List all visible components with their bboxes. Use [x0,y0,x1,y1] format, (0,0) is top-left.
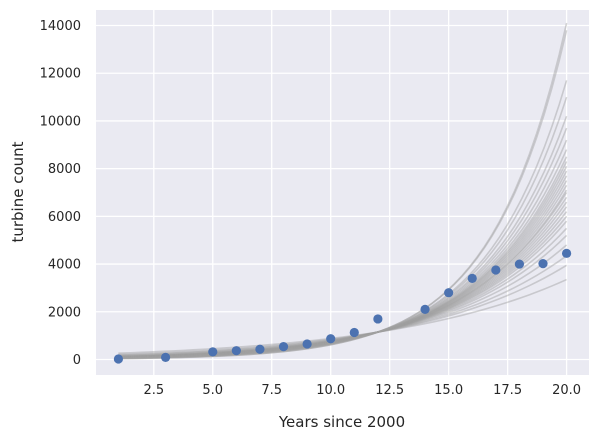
x-tick-label: 12.5 [375,383,404,398]
y-tick-label: 12000 [40,67,81,82]
observed-point [467,273,477,283]
y-axis-label: turbine count [9,141,27,242]
posterior-curve [118,184,568,359]
x-tick-label: 15.0 [434,383,463,398]
posterior-curve [118,149,568,359]
y-tick-label: 8000 [48,162,81,177]
x-tick-label: 17.5 [493,383,522,398]
posterior-curve [118,156,568,359]
observed-point [561,248,572,258]
y-tick-label: 10000 [40,114,81,129]
posterior-curve [118,244,568,357]
posterior-curve [118,96,568,360]
y-tick-label: 6000 [48,210,81,225]
observed-point [326,334,336,344]
x-axis-label: Years since 2000 [278,413,405,431]
posterior-curve [118,175,568,359]
posterior-curve [118,180,568,359]
x-tick-label: 2.5 [143,383,164,398]
posterior-curve [118,127,568,359]
observed-points [113,248,572,364]
posterior-curve [118,206,568,358]
grid-lines [96,10,589,375]
posterior-curve [118,264,568,356]
observed-point [420,304,430,314]
observed-point [373,314,383,324]
observed-point [255,344,265,354]
posterior-curve [118,255,568,356]
posterior-curve [118,22,568,360]
posterior-curve [118,220,568,358]
observed-point [444,288,454,298]
observed-point [302,339,312,349]
observed-point [491,265,501,275]
observed-point [278,342,289,352]
posterior-curve [118,139,568,359]
observed-point [231,346,241,356]
observed-point [160,352,171,362]
posterior-curve [118,215,568,358]
posterior-curve [118,192,568,358]
posterior-curve [118,201,568,358]
posterior-curve [118,196,568,358]
y-tick-label: 14000 [40,19,81,34]
y-tick-label: 4000 [48,258,81,273]
observed-point [349,327,359,338]
posterior-curve [118,80,568,360]
x-tick-labels: 2.5 5.0 7.5 10.0 12.5 15.0 17.5 20.0 [143,383,581,398]
y-tick-labels: 0 2000 4000 6000 8000 10000 12000 14000 [40,19,81,368]
observed-point [113,354,124,364]
plot-background [96,10,589,375]
posterior-curve [118,227,568,358]
posterior-curve [118,30,568,360]
posterior-curve [118,211,568,358]
x-tick-label: 10.0 [316,383,345,398]
y-tick-label: 2000 [48,305,81,320]
x-tick-label: 5.0 [202,383,223,398]
observed-point [208,347,218,357]
posterior-curve [118,234,568,357]
observed-point [514,259,525,269]
posterior-curve [118,189,568,359]
posterior-curve [118,115,568,359]
x-tick-label: 7.5 [261,383,282,398]
y-tick-label: 0 [73,353,81,368]
observed-point [538,258,548,269]
x-tick-label: 20.0 [552,383,581,398]
posterior-curve [118,278,567,354]
